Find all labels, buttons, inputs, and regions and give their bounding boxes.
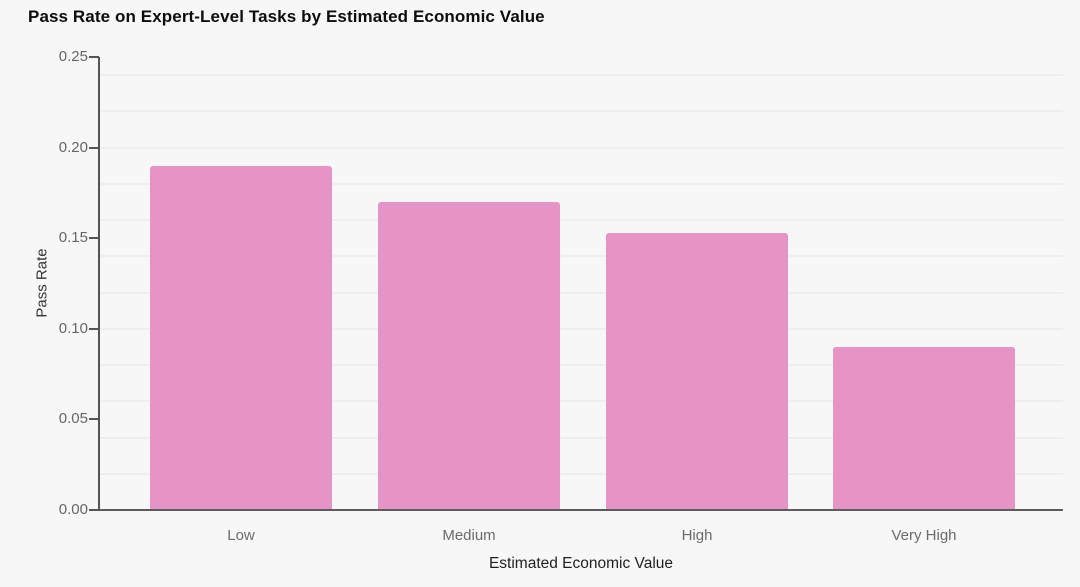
- x-category-label-low: Low: [227, 527, 255, 544]
- y-tick-mark: [89, 146, 99, 149]
- gridline: [100, 255, 1063, 258]
- gridline: [100, 472, 1063, 475]
- gridline: [100, 110, 1063, 113]
- y-tick-mark: [89, 327, 99, 330]
- x-category-label-high: High: [681, 527, 713, 544]
- chart-title: Pass Rate on Expert-Level Tasks by Estim…: [28, 7, 545, 26]
- y-tick-mark: [89, 509, 99, 511]
- y-tick-label: 0.00: [58, 501, 88, 518]
- x-category-label-medium: Medium: [442, 527, 496, 544]
- gridline: [100, 327, 1063, 330]
- y-tick-label: 0.20: [58, 138, 88, 156]
- bar-medium: [378, 201, 560, 510]
- y-tick-label: 0.25: [58, 48, 88, 65]
- bar-low: [150, 165, 332, 510]
- gridline: [100, 400, 1063, 403]
- y-tick-label: 0.15: [58, 229, 88, 247]
- y-axis-line: [98, 57, 100, 510]
- bar-very-high: [833, 346, 1015, 510]
- gridline: [100, 74, 1063, 77]
- gridline: [100, 364, 1063, 367]
- y-tick-mark: [89, 418, 99, 421]
- gridline: [100, 436, 1063, 439]
- x-axis-line: [97, 509, 1063, 511]
- gridline: [100, 182, 1063, 185]
- x-axis-label: Estimated Economic Value: [488, 555, 674, 572]
- y-tick-mark: [89, 237, 99, 240]
- plot-area: [100, 57, 1063, 510]
- y-axis-label: Pass Rate: [33, 248, 51, 318]
- y-tick-label: 0.05: [58, 410, 88, 428]
- gridline: [100, 146, 1063, 149]
- bar-high: [606, 232, 788, 510]
- gridline: [100, 291, 1063, 294]
- y-tick-label: 0.10: [58, 319, 88, 337]
- gridline: [100, 219, 1063, 222]
- y-tick-mark: [89, 56, 99, 58]
- x-category-label-very-high: Very High: [891, 527, 957, 544]
